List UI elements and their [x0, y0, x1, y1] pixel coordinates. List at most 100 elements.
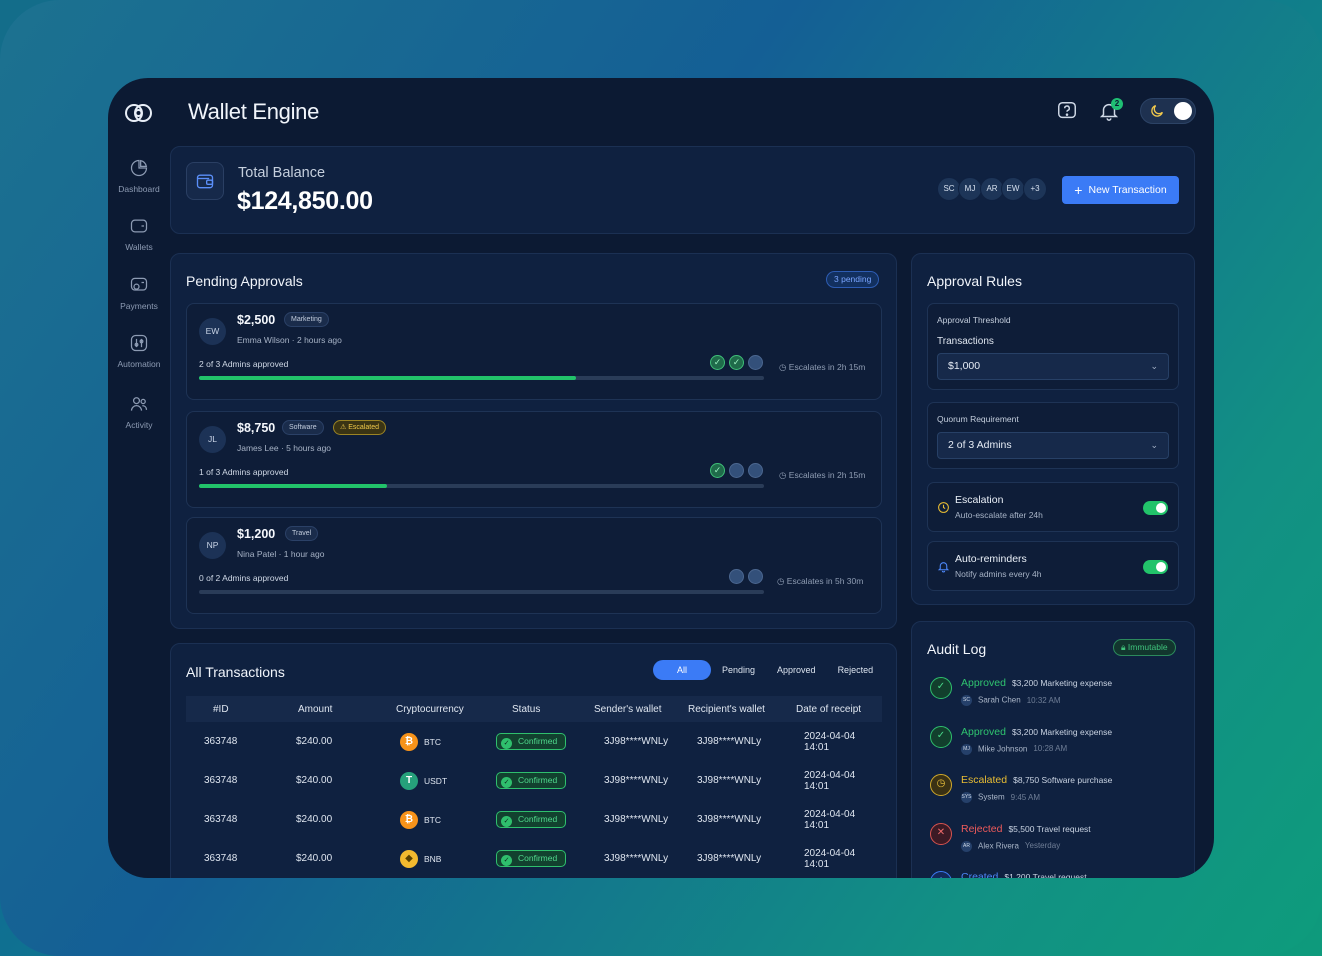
sidebar-item-label: Dashboard — [118, 184, 160, 194]
table-row[interactable]: 363748 $240.00 ₿ BTC ✓ Confirmed 3J98****W… — [186, 722, 882, 761]
sidebar-item-wallets[interactable]: Wallets — [108, 216, 170, 252]
reminders-toggle[interactable] — [1143, 560, 1168, 574]
column-header[interactable]: Date of receipt — [792, 696, 882, 722]
sidebar-item-automation[interactable]: Automation — [108, 333, 170, 369]
filter-pending[interactable]: Pending — [722, 665, 756, 675]
table-row[interactable]: 363748 $240.00 ₿ BTC ✓ Confirmed 3J98****W… — [186, 800, 882, 839]
column-header[interactable]: Cryptocurrency — [388, 696, 486, 722]
status-text: Confirmed — [518, 814, 558, 824]
approval-card[interactable]: EW $2,500 Marketing Emma Wilson · 2 hour… — [186, 303, 882, 400]
tx-sender[interactable]: 3J98****WNLy — [604, 736, 669, 747]
log-description: $5,500 Travel request — [1008, 823, 1091, 834]
avatar[interactable]: EW — [1001, 177, 1025, 201]
transactions-table: #ID Amount Cryptocurrency Status Sender'… — [186, 696, 882, 878]
toggle-knob — [1174, 102, 1192, 120]
theme-toggle[interactable] — [1140, 98, 1196, 124]
approval-meta: James Lee · 5 hours ago — [237, 443, 332, 453]
tx-amount: $240.00 — [296, 736, 333, 747]
tx-recipient[interactable]: 3J98****WNLy — [697, 736, 762, 747]
approval-card[interactable]: NP $1,200 Travel Nina Patel · 1 hour ago… — [186, 517, 882, 614]
log-line: Created $1,200 Travel request — [961, 871, 1087, 878]
tx-recipient[interactable]: 3J98****WNLy — [697, 775, 762, 786]
avatar-more[interactable]: +3 — [1023, 177, 1047, 201]
rule-label: Approval Threshold — [937, 315, 1011, 325]
escalation-text: Escalates in 5h 30m — [786, 576, 864, 586]
category-tag: Marketing — [284, 312, 329, 327]
log-user: Alex Rivera — [978, 841, 1019, 851]
log-user: Sarah Chen — [978, 695, 1021, 705]
filter-rejected[interactable]: Rejected — [837, 665, 874, 675]
reminders-rule: Auto-reminders Notify admins every 4h — [927, 541, 1179, 591]
section-title: Audit Log — [927, 641, 987, 657]
quorum-rule: Quorum Requirement 2 of 3 Admins ⌄ — [927, 402, 1179, 469]
coin-icon: ◆ — [400, 849, 418, 868]
avatar[interactable]: MJ — [958, 177, 982, 201]
tx-sender[interactable]: 3J98****WNLy — [604, 853, 669, 864]
status-text: Confirmed — [518, 736, 558, 746]
column-header[interactable]: Recipient's wallet — [688, 696, 792, 722]
filter-approved[interactable]: Approved — [777, 665, 816, 675]
approval-card[interactable]: JL $8,750 Software ⚠ Escalated James Lee… — [186, 411, 882, 508]
pending-count-badge: 3 pending — [826, 271, 880, 288]
app-title: Wallet Engine — [188, 99, 320, 124]
warning-icon: ⚠ — [340, 424, 349, 431]
log-time: 10:28 AM — [1033, 744, 1068, 754]
pending-dot — [748, 569, 763, 584]
tx-date-time: 14:01 — [804, 819, 830, 831]
quorum-select[interactable]: 2 of 3 Admins ⌄ — [937, 432, 1169, 459]
column-header[interactable]: Amount — [280, 696, 388, 722]
sidebar-item-label: Activity — [125, 420, 153, 430]
sidebar-item-label: Payments — [120, 301, 158, 311]
rule-name: Auto-reminders — [955, 553, 1027, 565]
tx-date-time: 14:01 — [804, 858, 830, 870]
escalation-text: Escalates in 2h 15m — [788, 470, 866, 480]
approver-dots: ✓ — [710, 463, 763, 478]
filter-all[interactable]: All — [653, 660, 711, 680]
sidebar-item-payments[interactable]: Payments — [108, 275, 170, 311]
pending-approvals-panel: Pending Approvals 3 pending EW $2,500 Ma… — [170, 253, 897, 629]
new-transaction-button[interactable]: + New Transaction — [1062, 176, 1179, 204]
help-icon[interactable] — [1056, 100, 1078, 122]
log-description: $3,200 Marketing expense — [1011, 678, 1113, 688]
escalation-toggle[interactable] — [1143, 501, 1168, 515]
rule-description: Notify admins every 4h — [955, 569, 1042, 579]
approval-meta: Emma Wilson · 2 hours ago — [237, 335, 342, 345]
clock-icon: ◷ — [777, 576, 787, 586]
table-row[interactable]: 363748 $240.00 T USDT ✓ Confirmed 3J98****… — [186, 761, 882, 800]
coin-name: BTC — [424, 814, 441, 825]
new-transaction-label: New Transaction — [1088, 184, 1167, 196]
tx-sender[interactable]: 3J98****WNLy — [604, 814, 669, 825]
tx-date-day: 2024-04-04 — [804, 847, 856, 859]
log-meta: AR Alex Rivera Yesterday — [961, 840, 1060, 852]
log-line: Escalated $8,750 Software purchase — [961, 774, 1112, 786]
sidebar-item-dashboard[interactable]: Dashboard — [108, 158, 170, 194]
column-header[interactable]: #ID — [186, 696, 280, 722]
category-tag: Software — [282, 420, 324, 435]
approval-meta: Nina Patel · 1 hour ago — [237, 549, 325, 559]
threshold-select[interactable]: $1,000 ⌄ — [937, 353, 1169, 380]
tx-id: 363748 — [204, 814, 238, 825]
rule-sublabel: Transactions — [937, 336, 994, 347]
coin-name: BTC — [424, 736, 441, 747]
check-icon: ✓ — [501, 816, 512, 827]
avatar: EW — [199, 318, 226, 345]
check-circle-icon: ✓ — [930, 677, 952, 699]
tx-sender[interactable]: 3J98****WNLy — [604, 775, 669, 786]
approval-amount: $8,750 — [237, 421, 276, 435]
log-line: Approved $3,200 Marketing expense — [961, 677, 1112, 689]
column-header[interactable]: Sender's wallet — [590, 696, 688, 722]
sidebar-item-activity[interactable]: Activity — [108, 394, 170, 430]
table-row[interactable]: 363748 $240.00 ◆ BNB ✓ Confirmed 3J98****W… — [186, 839, 882, 878]
escalated-label: Escalated — [348, 424, 379, 431]
tx-recipient[interactable]: 3J98****WNLy — [697, 853, 762, 864]
section-title: Pending Approvals — [186, 273, 303, 289]
column-header[interactable]: Status — [486, 696, 590, 722]
immutable-badge: 🔒︎ Immutable — [1113, 639, 1176, 656]
sidebar-item-label: Automation — [117, 359, 161, 369]
wallet-icon — [196, 174, 214, 189]
tx-recipient[interactable]: 3J98****WNLy — [697, 814, 762, 825]
plus-icon: + — [1074, 182, 1083, 198]
tx-date-time: 14:01 — [804, 741, 830, 753]
log-line: Rejected $5,500 Travel request — [961, 823, 1091, 835]
progress-fill — [199, 376, 576, 380]
